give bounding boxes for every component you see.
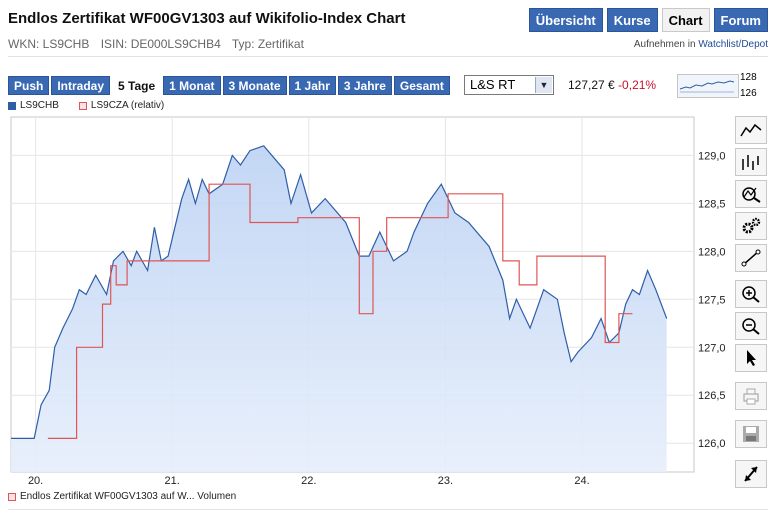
range-3-jahre-button[interactable]: 3 Jahre (337, 76, 392, 95)
chevron-down-icon[interactable]: ▼ (535, 77, 552, 93)
print-icon[interactable] (735, 382, 767, 410)
series-line-ls9chb (11, 145, 668, 439)
x-tick-label: 21. (165, 475, 180, 486)
legend-swatch (8, 101, 16, 110)
range-1-monat-button[interactable]: 1 Monat (163, 76, 221, 95)
y-tick-label: 126,5 (698, 390, 726, 402)
spark-high-label: 128 (740, 72, 757, 83)
sparkline-thumbnail[interactable] (677, 74, 739, 98)
series-line-ls9cza (47, 183, 633, 439)
settings-icon[interactable] (735, 212, 767, 240)
security-info: WKN: LS9CHB ISIN: DE000LS9CHB4 Typ: Zert… (8, 37, 312, 51)
tab-kurse[interactable]: Kurse (606, 8, 658, 32)
watchlist-prefix: Aufnehmen in (633, 39, 696, 50)
legend-label: LS9CHB (20, 100, 59, 111)
y-tick-label: 128,5 (698, 198, 726, 210)
x-tick-label: 22. (301, 475, 316, 486)
price-change: -0,21% (618, 78, 657, 92)
range-push-button[interactable]: Push (8, 76, 50, 95)
price-value: 127,27 € (568, 78, 615, 92)
ohlc-chart-icon[interactable] (735, 148, 767, 176)
spark-low-label: 126 (740, 88, 757, 99)
exchange-select[interactable]: L&S RT ▼ (464, 75, 554, 95)
isin-value: ISIN: DE000LS9CHB4 (100, 37, 221, 51)
draw-line-icon[interactable] (735, 244, 767, 272)
exchange-value: L&S RT (470, 77, 516, 92)
y-tick-label: 128,0 (698, 246, 726, 258)
chart-svg[interactable]: 126,0 126,5 127,0 127,5 128,0 128,5 129,0 20. 21… (8, 114, 728, 487)
volume-legend-label: Endlos Zertifikat WF00GV1303 auf W... Vo… (20, 491, 237, 502)
watchlist-link[interactable]: Watchlist/Depot (698, 39, 768, 50)
legend-swatch (8, 492, 16, 501)
range-intraday-button[interactable]: Intraday (51, 76, 111, 95)
legend-item-ls9cza: LS9CZA (relativ) (78, 100, 165, 111)
y-tick-label: 126,0 (698, 438, 726, 450)
x-tick-label: 24. (574, 475, 589, 486)
type-value: Typ: Zertifikat (231, 37, 304, 51)
price-chart[interactable]: 126,0 126,5 127,0 127,5 128,0 128,5 129,0 20. 21… (8, 114, 728, 491)
range-1-jahr-button[interactable]: 1 Jahr (288, 76, 336, 95)
legend-swatch (78, 101, 87, 110)
range-3-monate-button[interactable]: 3 Monate (222, 76, 287, 95)
indicator-icon[interactable] (735, 180, 767, 208)
save-icon[interactable] (735, 420, 767, 448)
volume-legend: Endlos Zertifikat WF00GV1303 auf W... Vo… (8, 491, 236, 502)
tab-forum[interactable]: Forum (713, 8, 768, 32)
fullscreen-icon[interactable] (735, 460, 767, 488)
range-5-tage-button[interactable]: 5 Tage (112, 76, 162, 95)
zoom-in-icon[interactable] (735, 280, 767, 308)
chart-legend: LS9CHB LS9CZA (relativ) (8, 100, 164, 111)
line-chart-icon[interactable] (735, 116, 767, 144)
range-gesamt-button[interactable]: Gesamt (393, 76, 450, 95)
legend-label: LS9CZA (relativ) (90, 100, 165, 111)
range-selector: Push Intraday 5 Tage 1 Monat 3 Monate 1 … (8, 76, 450, 95)
tab-chart[interactable]: Chart (661, 8, 710, 32)
tab-uebersicht[interactable]: Übersicht (528, 8, 603, 32)
y-tick-label: 127,0 (698, 342, 726, 354)
x-tick-label: 20. (28, 475, 43, 486)
chart-scrollbar[interactable] (8, 509, 768, 516)
wkn-value: WKN: LS9CHB (8, 37, 90, 51)
pointer-icon[interactable] (735, 344, 767, 372)
price-display: 127,27 € -0,21% (568, 78, 656, 92)
zoom-out-icon[interactable] (735, 312, 767, 340)
legend-item-ls9chb: LS9CHB (8, 100, 59, 111)
watchlist-hint: Aufnehmen in Watchlist/Depot (634, 39, 768, 50)
page-title: Endlos Zertifikat WF00GV1303 auf Wikifol… (8, 10, 406, 27)
x-tick-label: 23. (438, 475, 453, 486)
main-nav: Übersicht Kurse Chart Forum (528, 8, 768, 32)
y-tick-label: 127,5 (698, 294, 726, 306)
divider (8, 56, 768, 57)
y-tick-label: 129,0 (698, 150, 726, 162)
sparkline-icon (679, 80, 735, 93)
